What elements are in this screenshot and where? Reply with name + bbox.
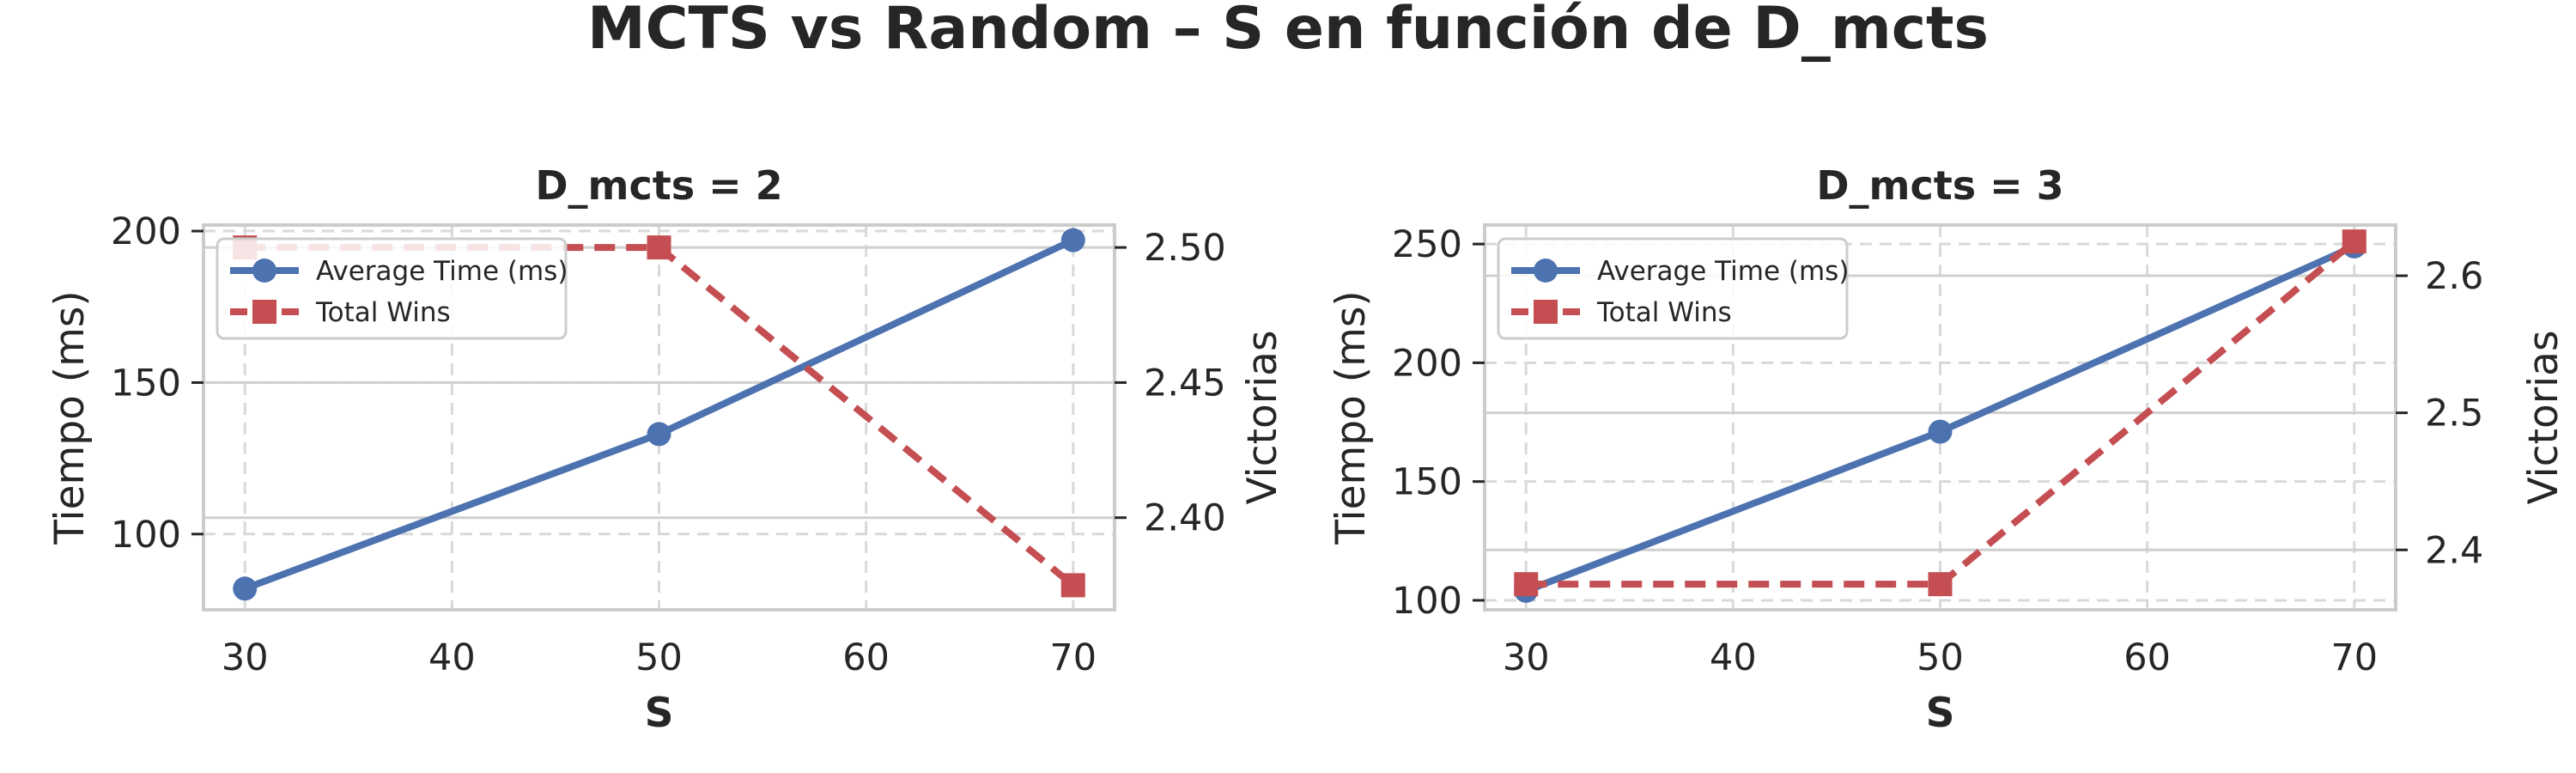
legend-label-1: Average Time (ms)	[316, 256, 568, 287]
y-tick-label: 100	[111, 514, 181, 557]
average-time-point	[233, 576, 258, 601]
x-tick-label: 40	[1710, 636, 1757, 679]
x-tick-label: 30	[1503, 636, 1550, 679]
chart-panel-2: 30 40 50 60 70 100 150 200 250 2.4 2.5 2.6 D_mcts = …	[1327, 162, 2567, 737]
x-tick-label: 50	[1917, 636, 1964, 679]
legend-box	[216, 237, 568, 340]
average-time-point	[1060, 228, 1085, 253]
plot-frame	[1483, 223, 2397, 612]
x-tick-label: 70	[1049, 636, 1097, 679]
y2-tick-label: 2.5	[2425, 393, 2483, 435]
panel-title: D_mcts = 2	[535, 162, 782, 209]
y2-tick-label: 2.6	[2425, 255, 2483, 298]
total-wins-point	[1060, 573, 1085, 598]
y2-tick-label: 2.4	[2425, 529, 2483, 572]
legend-box	[1497, 237, 1849, 340]
legend-marker-1	[252, 259, 276, 283]
chart-panel-1: 30 40 50 60 70 100 150 200 2.40 2.45 2.50 D_mcts = …	[46, 162, 1286, 737]
y2-tick-label: 2.40	[1144, 497, 1226, 540]
legend-label-1: Average Time (ms)	[1597, 256, 1849, 287]
y-axis-label: Tiempo (ms)	[1327, 290, 1375, 545]
y2-axis-label: Victorias	[1239, 331, 1286, 505]
y2-tick-label: 2.50	[1144, 227, 1226, 270]
average-time-point	[1928, 419, 1953, 444]
legend-marker-2	[252, 300, 276, 324]
y-tick-label: 250	[1392, 223, 1462, 266]
figure-title: MCTS vs Random – S en función de D_mcts	[587, 0, 1989, 63]
plot-frame	[202, 223, 1116, 612]
legend-label-2: Total Wins	[1596, 297, 1732, 328]
y-tick-label: 150	[111, 362, 181, 405]
x-tick-label: 70	[2330, 636, 2378, 679]
y-tick-label: 200	[1392, 342, 1462, 385]
x-tick-label: 60	[842, 636, 890, 679]
x-tick-label: 60	[2123, 636, 2171, 679]
total-wins-point	[1514, 572, 1539, 597]
y2-tick-label: 2.45	[1144, 362, 1226, 405]
total-wins-point	[1928, 572, 1953, 597]
y-tick-label: 150	[1392, 461, 1462, 504]
legend-label-2: Total Wins	[315, 297, 451, 328]
x-axis-label: S	[1926, 690, 1955, 737]
legend-marker-2	[1534, 300, 1558, 324]
legend-marker-1	[1534, 259, 1558, 283]
total-wins-point	[2342, 229, 2366, 254]
y-axis-label: Tiempo (ms)	[46, 290, 94, 545]
y2-axis-label: Victorias	[2520, 331, 2567, 505]
total-wins-point	[647, 235, 671, 260]
average-time-point	[647, 422, 671, 447]
x-tick-label: 30	[222, 636, 269, 679]
x-axis-label: S	[645, 690, 674, 737]
y-tick-label: 200	[111, 210, 181, 253]
y-tick-label: 100	[1392, 580, 1462, 623]
x-tick-label: 40	[428, 636, 476, 679]
x-tick-label: 50	[635, 636, 683, 679]
panel-title: D_mcts = 3	[1816, 162, 2063, 209]
